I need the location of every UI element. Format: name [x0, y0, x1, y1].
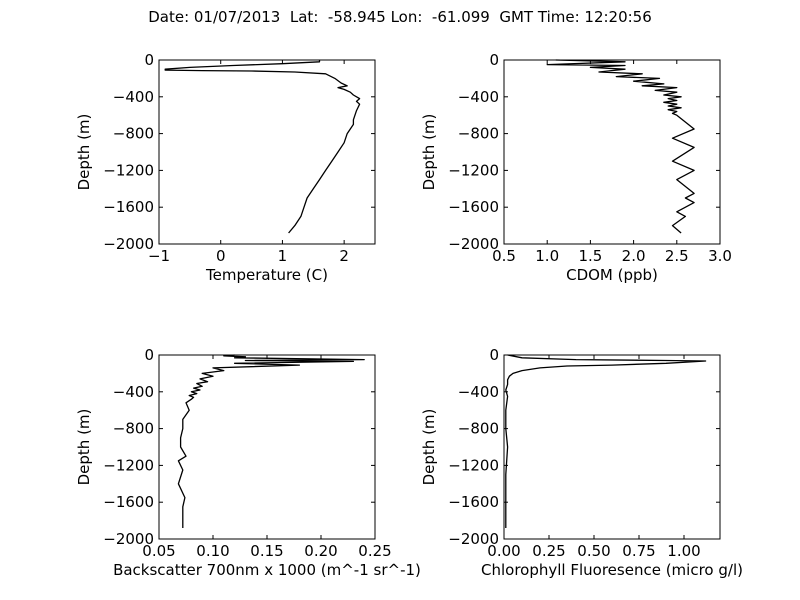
temperature-y-tick-label: −800 — [113, 125, 154, 143]
backscatter-x-tick-label: 0.10 — [196, 542, 229, 560]
cdom-x-tick-label: 0.5 — [492, 247, 516, 265]
cdom-y-tick-label: −1600 — [448, 198, 499, 216]
backscatter-y-axis-label: Depth (m) — [75, 409, 93, 486]
cdom-x-tick-label: 1.5 — [578, 247, 602, 265]
backscatter-x-tick-label: 0.05 — [142, 542, 175, 560]
backscatter-x-axis-label: Backscatter 700nm x 1000 (m^-1 sr^-1) — [113, 561, 421, 579]
chlorophyll-y-tick-label: −1200 — [448, 456, 499, 474]
backscatter-y-tick-label: 0 — [144, 346, 154, 364]
page-title: Date: 01/07/2013 Lat: -58.945 Lon: -61.0… — [148, 8, 652, 26]
chlorophyll-x-axis-label: Chlorophyll Fluoresence (micro g/l) — [481, 561, 743, 579]
temperature-x-tick-label: 0 — [216, 247, 226, 265]
chlorophyll-y-tick-label: −400 — [458, 383, 499, 401]
backscatter-panel: 0.05 0.10 0.15 0.20 0.25 0 −400 −800 −1200 −1600 −… — [75, 346, 421, 579]
temperature-y-tick-label: −400 — [113, 88, 154, 106]
chlorophyll-y-tick-label: −800 — [458, 420, 499, 438]
chlorophyll-x-tick-label: 0.50 — [577, 542, 610, 560]
chlorophyll-x-tick-label: 1.00 — [667, 542, 700, 560]
temperature-x-tick-label: 2 — [339, 247, 349, 265]
cdom-x-tick-label: 3.0 — [708, 247, 732, 265]
chlorophyll-y-tick-label: −1600 — [448, 493, 499, 511]
cdom-y-tick-label: 0 — [489, 51, 499, 69]
temperature-y-tick-label: −1600 — [103, 198, 154, 216]
cdom-x-tick-label: 2.0 — [622, 247, 646, 265]
chlorophyll-panel: 0.00 0.25 0.50 0.75 1.00 0 −400 −800 −1200 −1600 −… — [420, 346, 743, 579]
chlorophyll-x-tick-label: 0.75 — [622, 542, 655, 560]
chlorophyll-y-axis-label: Depth (m) — [420, 409, 438, 486]
backscatter-plot-frame — [158, 354, 376, 540]
temperature-plot-frame — [158, 59, 376, 245]
backscatter-x-tick-label: 0.25 — [358, 542, 391, 560]
cdom-x-axis-label: CDOM (ppb) — [566, 266, 658, 284]
backscatter-y-tick-label: −400 — [113, 383, 154, 401]
temperature-panel: −1 0 1 2 0 −400 −800 −1200 −1600 −2000 Temperature… — [75, 51, 376, 284]
cdom-plot-frame — [503, 59, 721, 245]
backscatter-y-tick-label: −800 — [113, 420, 154, 438]
chlorophyll-plot-frame — [503, 354, 721, 540]
cdom-y-tick-label: −2000 — [448, 235, 499, 253]
temperature-y-tick-label: −1200 — [103, 161, 154, 179]
backscatter-y-tick-label: −2000 — [103, 530, 154, 548]
temperature-y-tick-label: −2000 — [103, 235, 154, 253]
cdom-y-tick-label: −400 — [458, 88, 499, 106]
chlorophyll-x-tick-label: 0.00 — [487, 542, 520, 560]
cdom-panel: 0.5 1.0 1.5 2.0 2.5 3.0 0 −400 −800 −1200 −1600 −20… — [420, 51, 732, 284]
cdom-y-tick-label: −1200 — [448, 161, 499, 179]
cdom-y-axis-label: Depth (m) — [420, 114, 438, 191]
chlorophyll-profile-line — [505, 354, 707, 528]
temperature-x-tick-label: −1 — [148, 247, 170, 265]
cdom-y-tick-label: −800 — [458, 125, 499, 143]
temperature-y-tick-label: 0 — [144, 51, 154, 69]
chlorophyll-y-tick-label: 0 — [489, 346, 499, 364]
temperature-y-axis-label: Depth (m) — [75, 114, 93, 191]
backscatter-y-tick-label: −1600 — [103, 493, 154, 511]
backscatter-x-tick-label: 0.20 — [304, 542, 337, 560]
backscatter-y-tick-label: −1200 — [103, 456, 154, 474]
backscatter-x-tick-label: 0.15 — [250, 542, 283, 560]
backscatter-profile-line — [177, 354, 365, 528]
temperature-x-axis-label: Temperature (C) — [205, 266, 328, 284]
cdom-x-tick-label: 1.0 — [535, 247, 559, 265]
cdom-x-tick-label: 2.5 — [665, 247, 689, 265]
temperature-x-tick-label: 1 — [278, 247, 288, 265]
chlorophyll-y-tick-label: −2000 — [448, 530, 499, 548]
temperature-profile-line — [164, 60, 361, 234]
cdom-profile-line — [546, 59, 695, 234]
chlorophyll-x-tick-label: 0.25 — [532, 542, 565, 560]
